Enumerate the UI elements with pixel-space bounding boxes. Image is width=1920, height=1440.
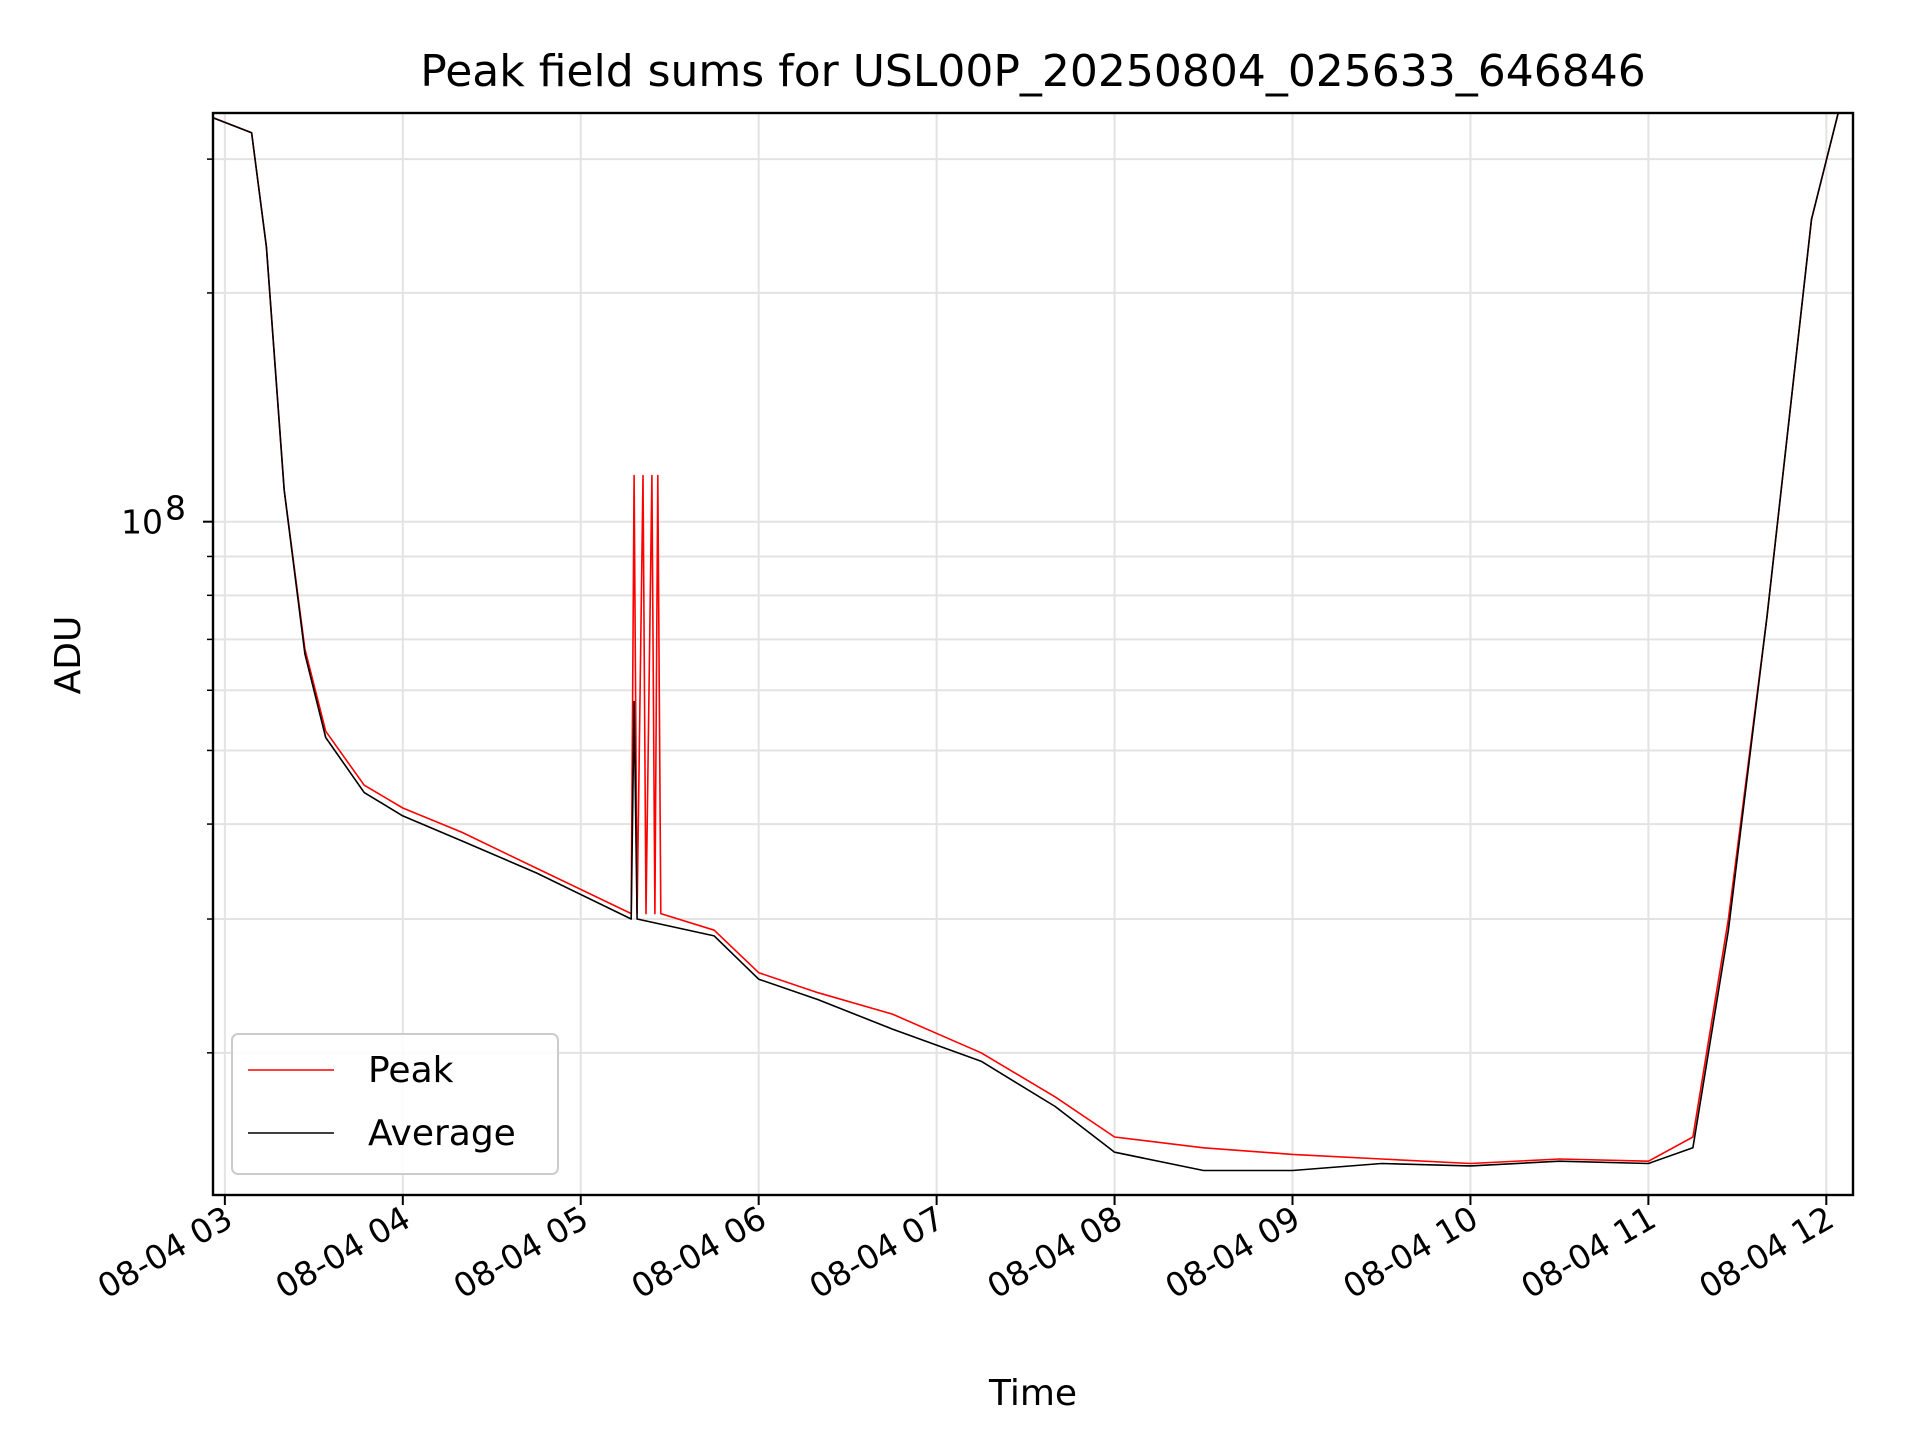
chart-title: Peak field sums for USL00P_20250804_0256… [420, 46, 1646, 97]
x-axis-label: Time [988, 1373, 1077, 1414]
plot-frame [211, 111, 1855, 1197]
legend-label-average: Average [368, 1113, 516, 1154]
series-line-peak [213, 113, 1839, 1165]
y-tick-label-base: 10 [121, 503, 163, 542]
y-tick-label-exponent: 8 [165, 489, 186, 528]
legend-label-peak: Peak [368, 1050, 454, 1091]
legend: Peak Average [231, 1033, 559, 1175]
series-layer [213, 113, 1839, 1172]
y-axis-label: ADU [48, 616, 89, 695]
series-line-average [213, 113, 1839, 1172]
y-tick-label: 10 [121, 503, 163, 542]
grid [213, 113, 1853, 1195]
legend-box [231, 1033, 559, 1175]
